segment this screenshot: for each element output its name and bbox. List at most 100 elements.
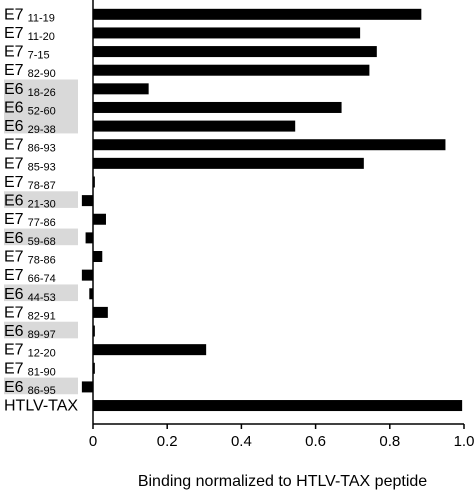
- category-label: E6 89-97: [4, 323, 56, 341]
- category-label-range: 18-26: [28, 87, 56, 99]
- category-label-range: 44-53: [28, 292, 56, 304]
- category-label-protein: E7: [4, 267, 24, 284]
- label-highlight-band: [4, 284, 78, 302]
- category-label-range: 89-97: [28, 329, 56, 341]
- category-label: E7 81-90: [4, 360, 56, 378]
- category-label-protein: E7: [4, 211, 24, 228]
- category-label: E6 59-68: [4, 230, 56, 248]
- label-highlight-layer: [4, 79, 78, 395]
- category-label-range: 82-90: [28, 68, 56, 80]
- category-label-range: 81-90: [28, 366, 56, 378]
- category-label-range: 66-74: [28, 273, 56, 285]
- category-label-range: 29-38: [28, 124, 56, 136]
- category-label-protein: E7: [4, 155, 24, 172]
- category-label-protein: E7: [4, 249, 24, 266]
- category-label-protein: E6: [4, 379, 24, 396]
- category-label-range: 12-20: [28, 348, 56, 360]
- bar: [93, 344, 207, 356]
- label-highlight-band: [4, 191, 78, 208]
- bar: [93, 101, 342, 113]
- bar: [93, 64, 370, 76]
- category-label-protein: E7: [4, 360, 24, 377]
- x-axis-title: Binding normalized to HTLV-TAX peptide: [138, 473, 427, 490]
- category-label-protein: E6: [4, 193, 24, 210]
- bar: [93, 157, 364, 169]
- x-axis-ticks: 0 0.2 0.4 0.6 0.8 1.0: [89, 424, 474, 450]
- bar: [93, 27, 361, 39]
- category-label: E7 78-87: [4, 174, 56, 192]
- label-highlight-band: [4, 228, 78, 246]
- bar: [81, 269, 93, 281]
- category-label-range: 11-19: [28, 12, 55, 24]
- bar: [93, 400, 463, 412]
- category-label: E6 52-60: [4, 99, 56, 117]
- bar: [93, 176, 95, 188]
- x-tick-label: 0.4: [231, 433, 252, 450]
- category-label-range: 86-93: [28, 143, 56, 155]
- bar: [93, 83, 149, 95]
- category-label-range: 7-15: [28, 50, 50, 62]
- category-label: E7 77-86: [4, 211, 56, 229]
- category-label: E7 12-20: [4, 342, 56, 360]
- category-label-range: 85-93: [28, 161, 56, 173]
- x-tick-label: 0.8: [379, 433, 400, 450]
- category-label: E6 86-95: [4, 379, 56, 397]
- bar: [89, 288, 93, 300]
- category-label: E6 21-30: [4, 193, 56, 211]
- category-label-range: 86-95: [28, 385, 56, 397]
- category-label-range: 77-86: [28, 217, 56, 229]
- bar: [93, 120, 296, 132]
- category-label: E7 7-15: [4, 44, 50, 62]
- category-label-protein: E7: [4, 137, 24, 154]
- category-label-range: 59-68: [28, 236, 56, 248]
- category-label: E7 78-86: [4, 249, 56, 267]
- bars-layer: [81, 8, 463, 412]
- category-label-protein: E7: [4, 342, 24, 359]
- category-label: E7 85-93: [4, 155, 56, 173]
- bar: [81, 195, 93, 207]
- x-tick-label: 1.0: [454, 433, 474, 450]
- category-label-protein: E6: [4, 99, 24, 116]
- bar: [93, 251, 103, 263]
- category-label-protein: E6: [4, 323, 24, 340]
- category-label: E7 86-93: [4, 137, 56, 155]
- category-label: E7 11-20: [4, 25, 55, 43]
- bar: [93, 306, 108, 318]
- x-tick-label: 0.2: [157, 433, 178, 450]
- bar: [93, 46, 377, 58]
- category-label: E7 82-90: [4, 62, 56, 80]
- category-label-range: 11-20: [28, 31, 55, 43]
- category-label-range: 52-60: [28, 105, 56, 117]
- category-label: E6 29-38: [4, 118, 56, 136]
- category-label-protein: HTLV-TAX: [4, 398, 78, 415]
- category-label: E6 44-53: [4, 286, 56, 304]
- label-highlight-band: [4, 321, 78, 339]
- label-highlight-band: [4, 377, 78, 395]
- bar: [85, 232, 93, 244]
- category-label-range: 78-86: [28, 255, 56, 267]
- bar: [93, 139, 446, 151]
- category-label: HTLV-TAX: [4, 398, 78, 415]
- category-label: E7 11-19: [4, 6, 55, 24]
- category-label: E7 66-74: [4, 267, 56, 285]
- bar: [93, 8, 422, 20]
- category-label-range: 78-87: [28, 180, 56, 192]
- bar: [93, 213, 106, 225]
- category-label-range: 82-91: [28, 310, 56, 322]
- category-label: E6 18-26: [4, 81, 56, 99]
- category-label-protein: E7: [4, 304, 24, 321]
- category-label: E7 82-91: [4, 304, 56, 322]
- bar: [93, 362, 95, 374]
- category-label-protein: E6: [4, 286, 24, 303]
- category-label-protein: E6: [4, 230, 24, 247]
- category-label-range: 21-30: [28, 199, 56, 211]
- category-label-protein: E6: [4, 118, 24, 135]
- category-label-protein: E7: [4, 6, 24, 23]
- category-labels-layer: E7 11-19 E7 11-20 E7 7-15 E7 82-90 E6 18-26 E6 52-6…: [4, 6, 78, 414]
- x-tick-label: 0: [89, 433, 97, 450]
- x-tick-label: 0.6: [305, 433, 326, 450]
- category-label-protein: E7: [4, 44, 24, 61]
- category-label-protein: E6: [4, 81, 24, 98]
- bar: [81, 381, 93, 393]
